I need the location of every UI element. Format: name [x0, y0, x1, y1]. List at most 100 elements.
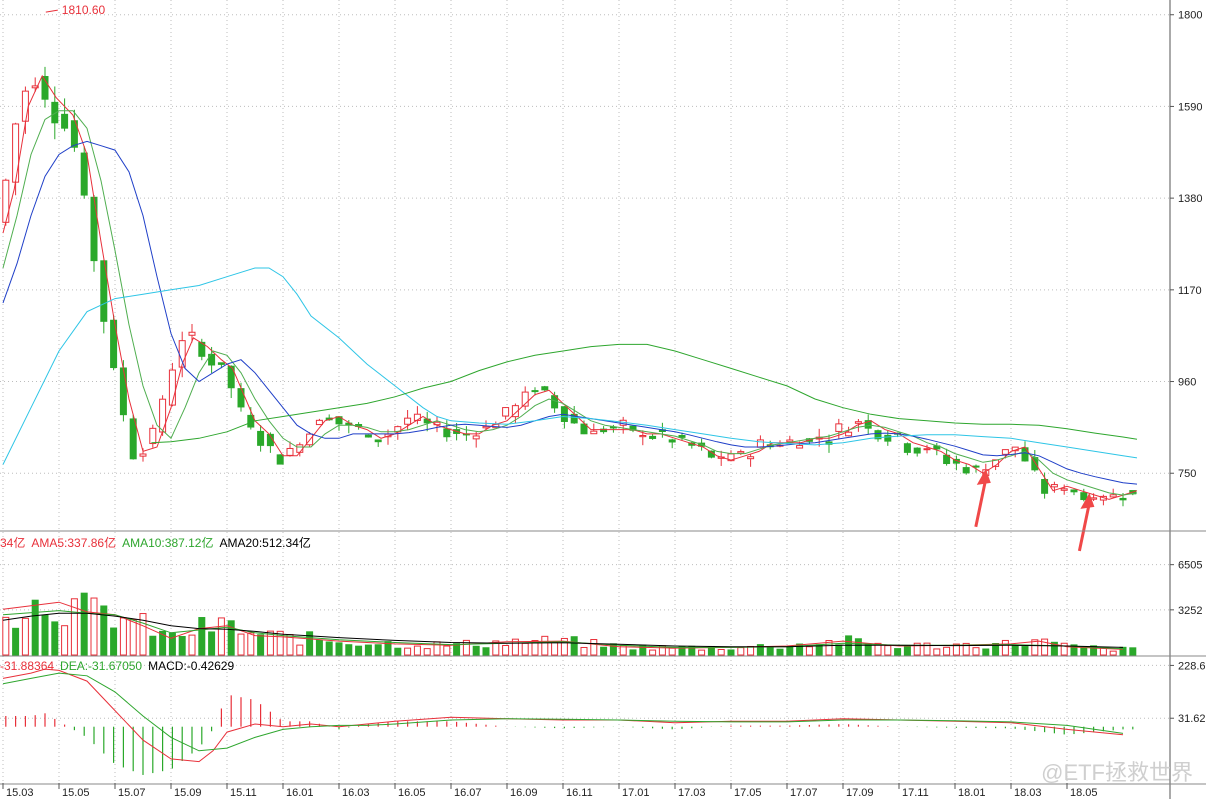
candle-up	[296, 444, 304, 453]
candle-up	[472, 435, 480, 440]
volume-bar	[404, 647, 412, 656]
volume-bar	[649, 649, 657, 656]
x-tick-label: 18.03	[1014, 787, 1042, 799]
volume-bar	[1109, 650, 1117, 656]
volume-bar	[41, 614, 49, 656]
candle-up	[404, 417, 412, 425]
candle-down	[227, 365, 235, 389]
volume-bar	[31, 599, 39, 656]
volume-tick-label: 3252	[1178, 605, 1202, 617]
x-tick-label: 17.01	[622, 787, 650, 799]
price-tick-label: 1170	[1178, 285, 1202, 297]
volume-bar	[21, 617, 29, 656]
volume-bar	[374, 644, 382, 656]
ma-line-ma10	[2, 110, 1138, 496]
volume-bar	[413, 645, 421, 656]
price-tick-label: 1800	[1178, 10, 1202, 22]
candle-up	[590, 430, 598, 435]
x-tick-label: 16.01	[286, 787, 314, 799]
candle-down	[208, 353, 216, 366]
volume-bar	[100, 605, 108, 656]
candle-down	[541, 386, 549, 391]
candle-down	[364, 434, 372, 438]
volume-bar	[952, 643, 960, 656]
watermark-text: @ETF拯救世界	[1041, 760, 1193, 785]
x-tick-label: 15.05	[62, 787, 90, 799]
candle-down	[649, 435, 657, 439]
candle-up	[1001, 449, 1009, 455]
volume-legend-item: AMA10:387.12亿	[122, 535, 213, 550]
volume-bar	[443, 645, 451, 656]
candle-down	[913, 447, 921, 454]
macd-tick-label: 31.62	[1178, 713, 1206, 725]
volume-bar	[198, 617, 206, 656]
volume-bar	[139, 613, 147, 656]
volume-bar	[110, 627, 118, 656]
macd-legend-item: MACD:-0.42629	[148, 659, 234, 673]
volume-bar	[149, 635, 157, 656]
x-tick-label: 15.09	[174, 787, 202, 799]
volume-bar	[678, 646, 686, 656]
candle-up	[1109, 494, 1117, 498]
candle-down	[1080, 492, 1088, 501]
volume-bar	[747, 645, 755, 656]
candle-up	[315, 419, 323, 426]
ma-line-ma120	[151, 343, 1138, 444]
volume-line-ama20	[2, 612, 1124, 648]
candle-down	[374, 439, 382, 443]
volume-bar	[737, 647, 745, 656]
x-tick-label: 18.05	[1070, 787, 1098, 799]
candle-down	[580, 423, 588, 435]
volume-legend: 34亿 AMA5:337.86亿 AMA10:387.12亿 AMA20:512.34…	[0, 535, 311, 550]
annotation-arrow-head	[976, 468, 991, 485]
volume-bar	[590, 639, 598, 656]
volume-bar	[1080, 646, 1088, 656]
volume-bar	[1001, 639, 1009, 656]
volume-bar	[1090, 645, 1098, 656]
volume-bar	[786, 646, 794, 656]
volume-bar	[502, 645, 510, 656]
candle-up	[854, 421, 862, 424]
volume-bar	[894, 648, 902, 656]
x-tick-label: 15.07	[118, 787, 146, 799]
x-tick-label: 16.11	[566, 787, 593, 799]
candle-down	[1070, 489, 1078, 493]
volume-bar	[521, 642, 529, 656]
volume-bar	[227, 620, 235, 656]
volume-bar	[717, 648, 725, 656]
volume-bar	[325, 641, 333, 656]
max-marker-leader	[45, 9, 58, 13]
candle-up	[923, 448, 931, 451]
macd-dif-line	[2, 668, 1124, 763]
volume-bar	[805, 646, 813, 656]
candle-up	[286, 447, 294, 456]
volume-bar	[355, 645, 363, 656]
candle-up	[796, 445, 804, 449]
volume-bar	[472, 645, 480, 656]
volume-legend-item: AMA20:512.34亿	[219, 535, 310, 550]
volume-bar	[1011, 645, 1019, 656]
volume-bar	[903, 645, 911, 656]
volume-bar	[364, 644, 372, 656]
macd-lines	[2, 668, 1124, 763]
x-tick-label: 16.05	[398, 787, 426, 799]
volume-average-lines	[2, 601, 1124, 650]
volume-bar	[884, 645, 892, 656]
macd-tick-label: 228.6	[1178, 660, 1206, 672]
candle-up	[188, 331, 196, 336]
macd-legend: -31.88364 DEA:-31.67050 MACD:-0.42629	[0, 659, 234, 673]
volume-bar	[237, 633, 245, 656]
volume-bar	[159, 630, 167, 656]
x-tick-label: 17.07	[790, 787, 818, 799]
candle-down	[678, 434, 686, 438]
candle-up	[31, 85, 39, 89]
x-tick-label: 16.03	[342, 787, 370, 799]
volume-bar	[629, 649, 637, 656]
volume-bar	[453, 643, 461, 656]
volume-bar	[247, 632, 255, 656]
price-tick-label: 960	[1178, 377, 1196, 389]
x-tick-label: 17.11	[902, 787, 929, 799]
candle-down	[1041, 479, 1049, 494]
